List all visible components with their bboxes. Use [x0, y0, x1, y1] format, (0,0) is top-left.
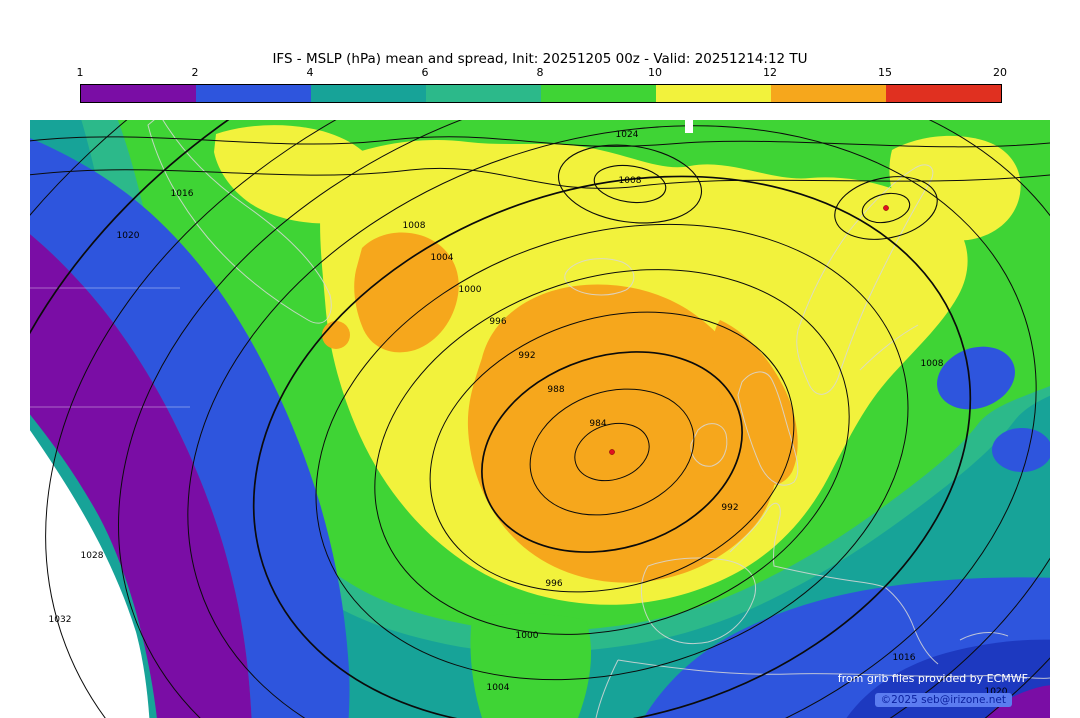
- isobar-label: 1004: [487, 683, 510, 693]
- isobar-ring-984: [574, 422, 650, 482]
- isobar-label: 1028: [81, 551, 104, 561]
- spread-region-green-tongue: [470, 613, 592, 718]
- isobar-ring-1004: [315, 223, 909, 681]
- contour-labels: 1008 1004 1000 996 992 988 984 996 1000 1004 992 10…: [49, 130, 1008, 697]
- isobar-ring-1020: [45, 120, 1050, 718]
- coast-italy: [885, 587, 939, 665]
- watermark-ecmwf: from grib files provided by ECMWF: [837, 672, 1028, 685]
- colorbar-segment: [426, 85, 541, 102]
- isobar-label: 1024: [616, 130, 639, 140]
- contour-lines-static: [30, 136, 1050, 240]
- watermark-copyright: ©2025 seb@irizone.net: [874, 693, 1012, 707]
- isobar-rings: [30, 120, 1050, 718]
- isobar-loop-ne-inner: [861, 192, 911, 224]
- coast-ireland: [690, 423, 728, 467]
- colorbar-tick: 12: [763, 66, 777, 79]
- coast-baltic: [859, 324, 919, 371]
- colorbar-segment: [656, 85, 771, 102]
- coast-greece: [959, 632, 1009, 641]
- spread-region-orange-spot: [322, 321, 350, 349]
- colorbar-ticks: 1 2 4 6 8 10 12 15 20: [76, 66, 1008, 80]
- isobar-label: 1000: [516, 631, 539, 641]
- colorbar-tick: 4: [306, 66, 314, 79]
- coast-nw-africa: [595, 659, 619, 718]
- isobar-ring-1000: [374, 269, 850, 635]
- spread-map-image: 1008 1004 1000 996 992 988 984 996 1000 1004 992 10…: [30, 120, 1050, 718]
- isobar-ring-988: [529, 388, 695, 516]
- map-area: 1008 1004 1000 996 992 988 984 996 1000 1004 992 10…: [30, 120, 1050, 718]
- graticule-lines: [30, 287, 190, 408]
- colorbar-segment: [771, 85, 886, 102]
- colorbar-tick: 2: [191, 66, 199, 79]
- isobar-label: 992: [721, 503, 738, 513]
- isobar-label: 1016: [893, 653, 916, 663]
- isobar-label: 996: [545, 579, 562, 589]
- colorbar-tick: 10: [648, 66, 662, 79]
- isobar-ring-996: [429, 311, 795, 593]
- isobar-label: 1020: [985, 687, 1008, 697]
- spread-region-purple-west: [30, 234, 252, 718]
- spread-region-white-sw: [30, 430, 150, 718]
- coast-north-africa: [617, 659, 1050, 679]
- isobar-label: 996: [489, 317, 506, 327]
- isobar-loop-top-outer: [557, 144, 703, 224]
- coast-iberia: [641, 557, 756, 645]
- coast-france: [729, 502, 887, 589]
- red-marker: [883, 205, 889, 211]
- colorbar-tick: 6: [421, 66, 429, 79]
- colorbar-segment: [196, 85, 311, 102]
- isobar-label: 992: [518, 351, 535, 361]
- coast-britain: [737, 371, 799, 486]
- isobar-label: 988: [547, 385, 564, 395]
- spread-region-blue-east-spot1: [937, 346, 1015, 410]
- spread-region-blue-west: [30, 138, 350, 718]
- isobar-wave-top2: [30, 167, 1050, 189]
- isobar-wave-top1: [30, 136, 1050, 148]
- colorbar-tick: 1: [76, 66, 84, 79]
- isobar-label: 1008: [403, 221, 426, 231]
- colorbar-tick: 8: [536, 66, 544, 79]
- isobar-loop-ne-outer: [834, 176, 938, 240]
- colorbar: [80, 84, 1002, 103]
- location-markers: [609, 205, 889, 455]
- spread-region-orange-arm: [712, 320, 798, 485]
- spread-region-orange-nw: [354, 232, 459, 353]
- isobar-label: 1008: [619, 176, 642, 186]
- colorbar-tick: 20: [993, 66, 1007, 79]
- isobar-label: 984: [589, 419, 606, 429]
- colorbar-segment: [81, 85, 196, 102]
- spread-region-yellow-ne: [889, 135, 1021, 241]
- colorbar-segment: [311, 85, 426, 102]
- colorbar-tick: 15: [878, 66, 892, 79]
- spread-region-orange-core: [467, 284, 777, 583]
- coast-iceland: [564, 258, 635, 296]
- isobar-label: 1032: [49, 615, 72, 625]
- isobar-ring-1012: [187, 125, 1037, 718]
- spread-fill-regions: [30, 120, 1050, 718]
- spread-region-purple-se-corner: [985, 685, 1050, 718]
- colorbar-segment: [541, 85, 656, 102]
- isobar-label: 1016: [171, 189, 194, 199]
- red-marker: [609, 449, 615, 455]
- isobar-label: 1000: [459, 285, 482, 295]
- isobar-ring-992: [481, 351, 743, 553]
- isobar-label: 1004: [431, 253, 454, 263]
- isobar-ring-1016: [118, 120, 1050, 718]
- map-seam: [685, 120, 693, 133]
- isobar-ring-1008: [252, 175, 972, 718]
- chart-title: IFS - MSLP (hPa) mean and spread, Init: …: [272, 51, 808, 67]
- spread-region-blue-east-spot2: [992, 428, 1050, 472]
- isobar-label: 1020: [117, 231, 140, 241]
- colorbar-segment: [886, 85, 1001, 102]
- isobar-label: 1008: [921, 359, 944, 369]
- isobar-loop-top-inner: [593, 164, 667, 204]
- coast-scandinavia: [796, 164, 934, 395]
